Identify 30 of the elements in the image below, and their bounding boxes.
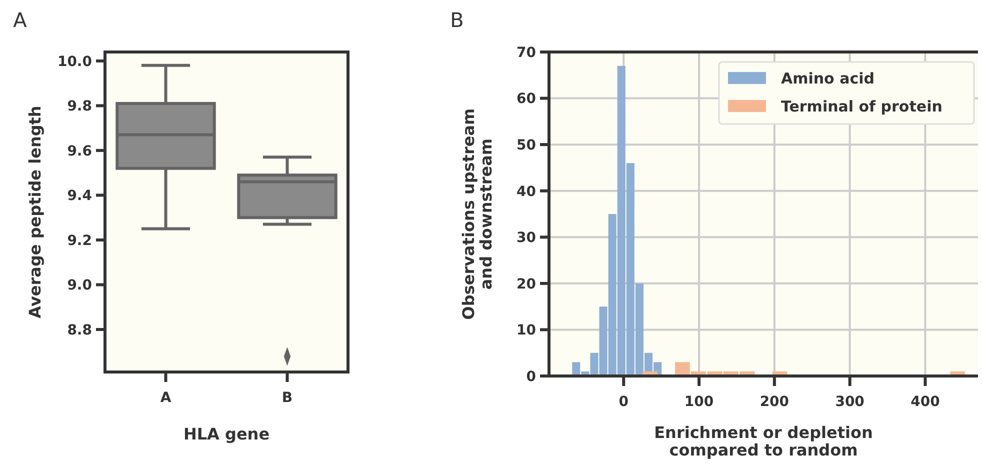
x-tick-label: B xyxy=(282,390,293,406)
x-axis-title: HLA gene xyxy=(183,424,270,444)
chart-title: B xyxy=(450,8,464,32)
x-tick-label: 0 xyxy=(618,394,629,410)
y-tick-label: 70 xyxy=(516,44,536,61)
y-tick-label: 50 xyxy=(516,137,536,154)
legend-label: Amino acid xyxy=(781,69,874,88)
y-tick-label: 40 xyxy=(516,184,536,200)
y-tick-label: 30 xyxy=(516,230,536,246)
y-tick-label: 9.6 xyxy=(67,143,92,160)
y-axis-title: Observations upstream and downstream xyxy=(458,108,496,320)
legend-label: Terminal of protein xyxy=(781,97,942,116)
y-tick-label: 60 xyxy=(516,91,536,108)
y-tick-label: 10.0 xyxy=(57,54,92,70)
x-axis-title: Enrichment or depletion compared to random xyxy=(654,422,873,460)
x-tick-label: A xyxy=(160,390,172,406)
y-tick-label: 9.0 xyxy=(67,278,92,294)
y-tick-label: 10 xyxy=(516,322,536,339)
y-tick-label: 9.4 xyxy=(67,188,92,204)
x-tick-label: 200 xyxy=(760,394,790,410)
y-tick-label: 0 xyxy=(526,368,536,385)
x-tick-label: 100 xyxy=(684,394,714,410)
x-tick-label: 300 xyxy=(835,394,865,410)
y-tick-label: 8.8 xyxy=(67,322,92,338)
y-tick-label: 9.2 xyxy=(67,232,92,249)
x-tick-label: 400 xyxy=(910,394,940,410)
y-axis-title: Average peptide length xyxy=(26,106,45,318)
y-tick-label: 20 xyxy=(516,276,536,292)
y-tick-label: 9.8 xyxy=(67,98,92,115)
chart-title: A xyxy=(13,8,28,32)
